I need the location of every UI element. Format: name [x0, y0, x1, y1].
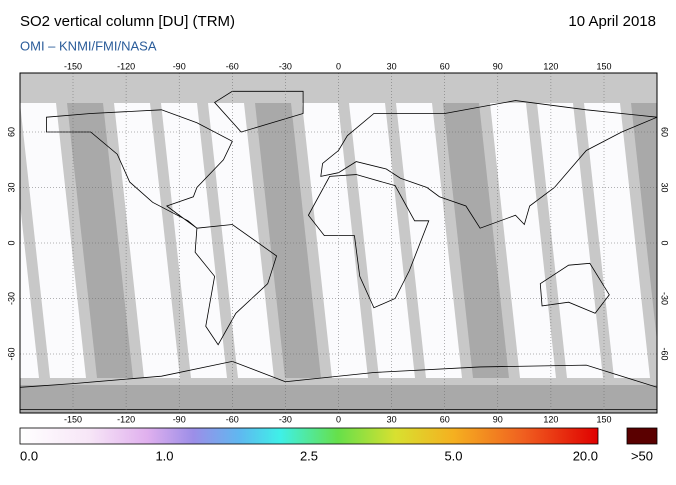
swath: [302, 103, 368, 378]
subtitle: OMI – KNMI/FMI/NASA: [20, 38, 157, 53]
colorbar: [19, 427, 599, 445]
lon-tick-label: 120: [543, 414, 558, 424]
map: [20, 73, 657, 413]
swath: [396, 103, 462, 378]
lat-tick-label: 30: [6, 182, 16, 192]
swath: [255, 103, 321, 378]
colorbar-overflow-label: >50: [631, 448, 653, 463]
coastline: [307, 174, 430, 309]
lon-tick-label: -150: [64, 414, 82, 424]
lat-tick-label: -30: [6, 292, 16, 305]
lon-tick-label: 150: [596, 414, 611, 424]
swath: [67, 103, 133, 378]
lat-tick-label: -60: [6, 347, 16, 360]
lon-tick-label: -30: [279, 414, 292, 424]
swath: [631, 103, 657, 342]
lon-tick-label: -90: [173, 61, 186, 71]
lon-tick-label: -60: [226, 414, 239, 424]
lon-tick-label: 90: [493, 61, 503, 71]
swath: [537, 103, 603, 378]
lat-tick-label: 0: [660, 240, 670, 245]
swath: [208, 103, 274, 378]
lat-tick-label: -30: [660, 292, 670, 305]
title: SO2 vertical column [DU] (TRM): [20, 13, 235, 30]
lon-tick-label: -60: [226, 61, 239, 71]
swath: [20, 103, 86, 378]
lon-tick-label: -150: [64, 61, 82, 71]
lon-tick-label: 120: [543, 61, 558, 71]
lat-tick-label: 0: [6, 240, 16, 245]
lon-tick-label: 60: [440, 61, 450, 71]
lon-tick-label: -120: [117, 61, 135, 71]
lat-tick-label: 60: [6, 127, 16, 137]
lon-tick-label: -90: [173, 414, 186, 424]
colorbar-label: 1.0: [155, 448, 173, 463]
antarctic: [20, 385, 657, 413]
lat-tick-label: 60: [660, 127, 670, 137]
coastline: [213, 90, 304, 133]
swath: [443, 103, 509, 378]
lon-tick-label: 150: [596, 61, 611, 71]
colorbar-label: 0.0: [20, 448, 38, 463]
lat-tick-label: -60: [660, 347, 670, 360]
swath: [490, 103, 556, 378]
colorbar-label: 20.0: [573, 448, 598, 463]
lon-tick-label: 60: [440, 414, 450, 424]
map-frame: [19, 72, 658, 414]
date: 10 April 2018: [568, 13, 656, 30]
lon-tick-label: -120: [117, 414, 135, 424]
lat-tick-label: 30: [660, 182, 670, 192]
swath: [584, 103, 650, 378]
colorbar-label: 2.5: [300, 448, 318, 463]
swath: [114, 103, 180, 378]
lon-tick-label: 90: [493, 414, 503, 424]
coastline: [194, 224, 278, 346]
coastline: [46, 109, 233, 229]
colorbar-label: 5.0: [444, 448, 462, 463]
swath: [20, 203, 39, 378]
colorbar-overflow: [626, 427, 658, 445]
lon-tick-label: 30: [387, 414, 397, 424]
coastline: [539, 262, 610, 314]
swath: [349, 103, 415, 378]
lon-tick-label: 0: [336, 61, 341, 71]
swath: [161, 103, 227, 378]
lon-tick-label: 30: [387, 61, 397, 71]
lon-tick-label: 0: [336, 414, 341, 424]
coastline: [320, 100, 657, 229]
arctic: [20, 73, 657, 101]
lon-tick-label: -30: [279, 61, 292, 71]
